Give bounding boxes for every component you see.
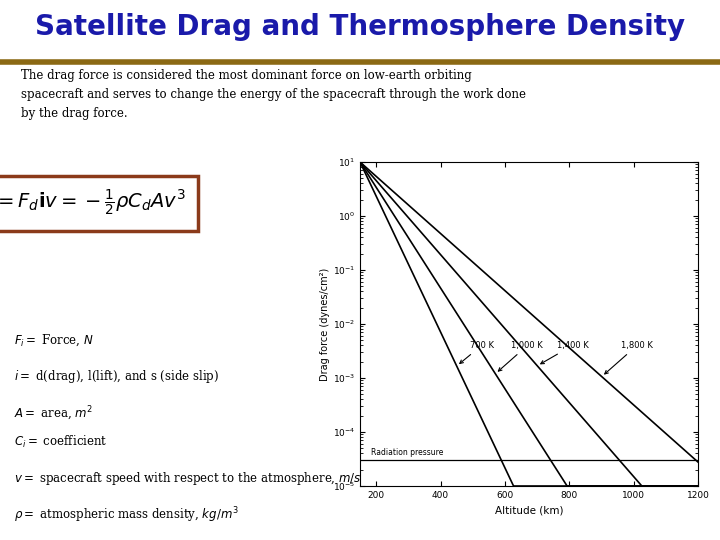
X-axis label: Altitude (km): Altitude (km) [495,505,564,515]
Text: $v = $ spacecraft speed with respect to the atmosphere, $m / s$: $v = $ spacecraft speed with respect to … [14,470,361,487]
Text: Satellite Drag and Thermosphere Density: Satellite Drag and Thermosphere Density [35,13,685,41]
Text: 700 K: 700 K [460,341,494,363]
Text: $A = $ area, $m^2$: $A = $ area, $m^2$ [14,404,93,422]
Text: $F_i = $ Force, $N$: $F_i = $ Force, $N$ [14,332,94,348]
Text: $\frac{dE}{dt} = F_d \mathbf{i} v = -\frac{1}{2}\rho C_d A v^3$: $\frac{dE}{dt} = F_d \mathbf{i} v = -\fr… [0,187,186,219]
Text: $\rho = $ atmospheric mass density, $kg / m^3$: $\rho = $ atmospheric mass density, $kg … [14,506,238,525]
Text: 1,000 K: 1,000 K [498,341,543,371]
Text: 1,800 K: 1,800 K [605,341,653,374]
Text: 1,400 K: 1,400 K [541,341,588,364]
Y-axis label: Drag force (dynes/cm²): Drag force (dynes/cm²) [320,267,330,381]
Text: $C_i = $ coefficient: $C_i = $ coefficient [14,434,107,449]
Text: The drag force is considered the most dominant force on low-earth orbiting
space: The drag force is considered the most do… [22,69,526,120]
Text: $\frac{dE}{dt} = F_d \mathbf{i} v = -\frac{1}{2}\rho C_d A v^3$: $\frac{dE}{dt} = F_d \mathbf{i} v = -\fr… [0,187,186,219]
Text: $i = $ d(drag), l(lift), and s (side slip): $i = $ d(drag), l(lift), and s (side sli… [14,368,219,385]
Text: Radiation pressure: Radiation pressure [372,448,444,457]
